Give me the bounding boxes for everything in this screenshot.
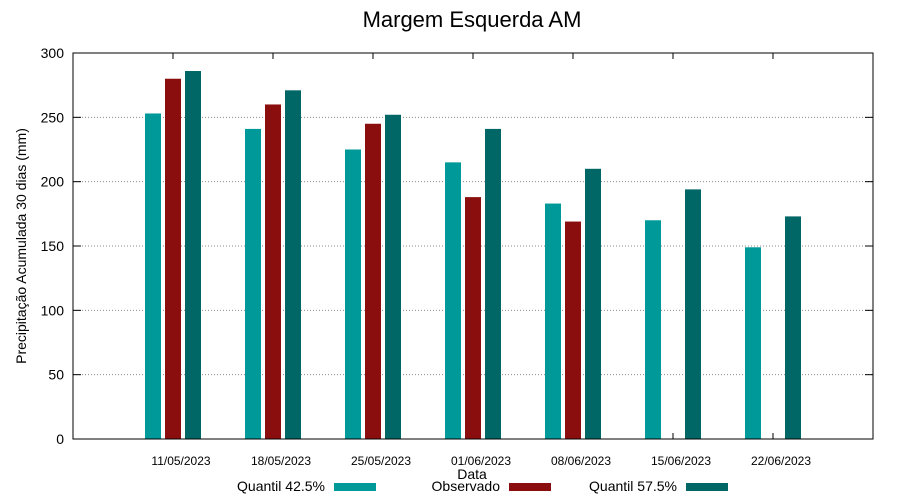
x-tick-label: 25/05/2023 xyxy=(351,454,411,468)
bar xyxy=(445,162,461,439)
legend-swatch xyxy=(334,483,376,491)
bar xyxy=(365,123,381,440)
bar xyxy=(345,149,361,439)
y-tick-label: 0 xyxy=(56,431,64,447)
y-axis-ticks: 0 50 100 150 200 250 300 xyxy=(41,45,873,447)
bar xyxy=(645,220,661,439)
bar xyxy=(265,104,281,439)
legend-label: Quantil 57.5% xyxy=(589,478,677,494)
legend: Quantil 42.5% Observado Quantil 57.5% xyxy=(237,478,728,494)
bar xyxy=(585,168,601,440)
bar xyxy=(165,78,181,439)
bar xyxy=(245,128,261,439)
bar xyxy=(465,197,481,439)
legend-label: Observado xyxy=(432,478,501,494)
bar xyxy=(545,203,561,439)
plot-frame xyxy=(72,52,874,440)
x-tick-label: 18/05/2023 xyxy=(251,454,311,468)
bar xyxy=(745,247,761,439)
y-tick-label: 200 xyxy=(41,174,65,190)
x-tick-label: 15/06/2023 xyxy=(651,454,711,468)
bar xyxy=(785,216,801,439)
bar xyxy=(185,71,201,439)
x-tick-label: 22/06/2023 xyxy=(751,454,811,468)
bar xyxy=(485,128,501,439)
bar xyxy=(565,221,581,439)
chart-title: Margem Esquerda AM xyxy=(363,7,582,32)
y-tick-label: 250 xyxy=(41,109,65,125)
legend-label: Quantil 42.5% xyxy=(237,478,325,494)
x-axis-label: Data xyxy=(457,466,487,482)
y-tick-label: 150 xyxy=(41,238,65,254)
x-axis-ticks: 11/05/2023 18/05/2023 25/05/2023 01/06/2023… xyxy=(151,53,811,468)
bar xyxy=(385,114,401,439)
bars xyxy=(145,71,801,440)
x-tick-label: 08/06/2023 xyxy=(551,454,611,468)
y-tick-label: 100 xyxy=(41,302,65,318)
legend-swatch xyxy=(686,483,728,491)
y-tick-label: 50 xyxy=(48,367,64,383)
x-tick-label: 01/06/2023 xyxy=(451,454,511,468)
y-tick-label: 300 xyxy=(41,45,65,61)
x-tick-label: 11/05/2023 xyxy=(151,454,210,468)
bar xyxy=(685,189,701,439)
legend-swatch xyxy=(509,483,551,491)
bar xyxy=(285,90,301,440)
y-axis-label: Precipitação Acumulada 30 dias (mm) xyxy=(13,128,29,364)
bar xyxy=(145,113,161,440)
